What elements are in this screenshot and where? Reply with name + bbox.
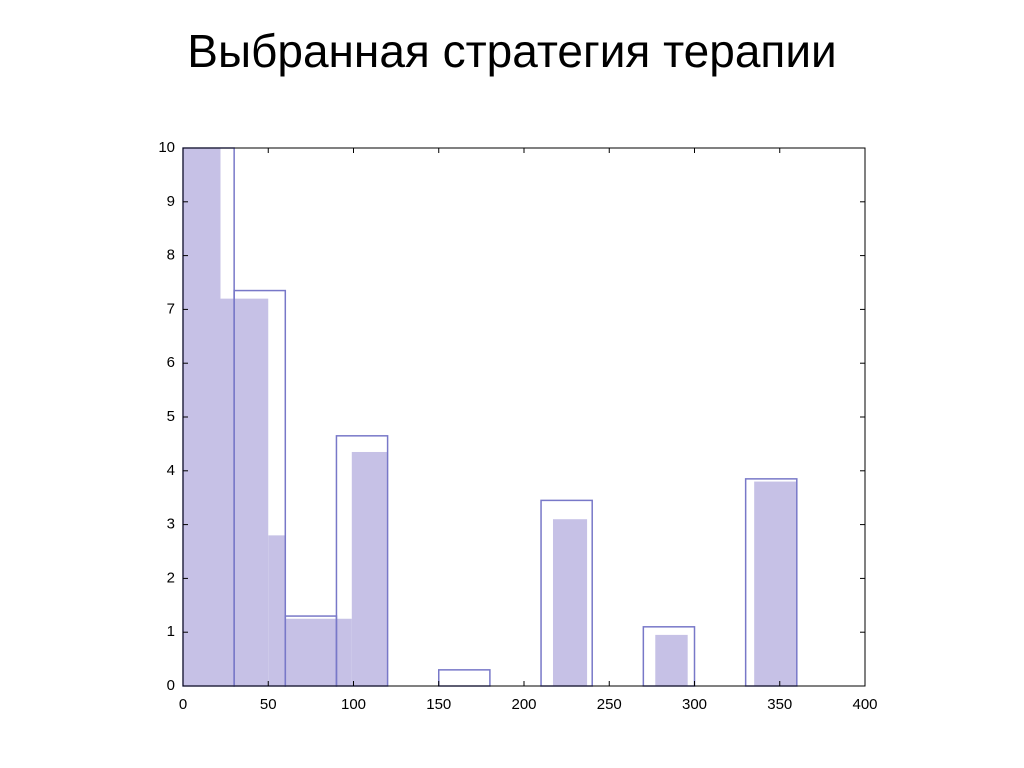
bar-outline	[438, 669, 491, 687]
x-tick-label: 100	[341, 696, 366, 713]
bar	[268, 535, 286, 686]
y-tick-label: 1	[167, 623, 175, 640]
x-tick-label: 150	[426, 696, 451, 713]
bar	[351, 451, 388, 686]
x-tick-label: 200	[511, 696, 536, 713]
x-tick-label: 300	[682, 696, 707, 713]
y-tick-label: 2	[167, 569, 175, 586]
x-tick-label: 350	[767, 696, 792, 713]
slide-title: Выбранная стратегия терапии	[187, 25, 836, 77]
bar	[183, 148, 221, 686]
y-tick-label: 7	[167, 300, 175, 317]
y-tick-label: 5	[167, 408, 175, 425]
y-tick-label: 10	[158, 139, 175, 156]
bar	[220, 298, 269, 686]
y-tick-label: 6	[167, 354, 175, 371]
y-tick-label: 0	[167, 677, 175, 694]
bar	[655, 634, 688, 686]
bar	[754, 481, 797, 686]
y-tick-label: 3	[167, 516, 175, 533]
y-tick-label: 9	[167, 193, 175, 210]
x-tick-label: 250	[597, 696, 622, 713]
x-tick-label: 400	[852, 696, 877, 713]
y-tick-label: 4	[167, 462, 175, 479]
y-tick-label: 8	[167, 247, 175, 264]
x-tick-label: 50	[260, 696, 277, 713]
bar	[285, 618, 352, 686]
bar	[552, 519, 588, 686]
x-tick-label: 0	[179, 696, 187, 713]
